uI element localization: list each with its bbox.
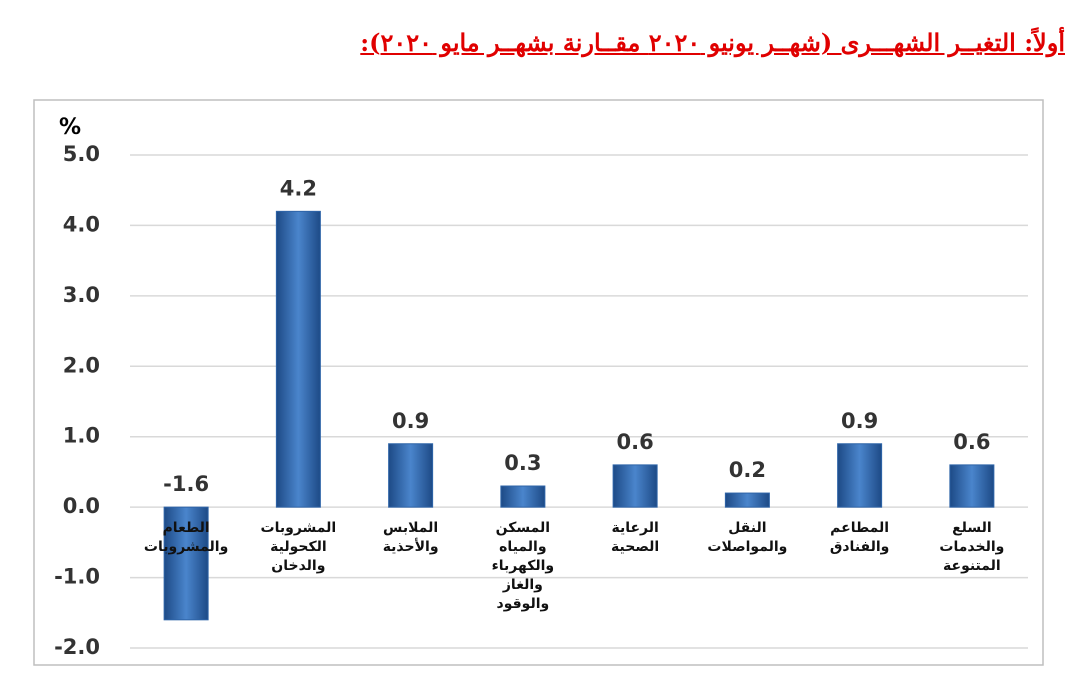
y-tick-label: 0.0 bbox=[63, 494, 100, 518]
value-label: -1.6 bbox=[163, 472, 209, 496]
x-tick-label: المشروبات الكحولية والدخان bbox=[260, 520, 337, 575]
value-label: 0.2 bbox=[729, 458, 766, 482]
bar bbox=[163, 506, 209, 621]
x-tick-label-box: الرعاية الصحية bbox=[611, 520, 660, 556]
x-tick-label-box: المسكن والمياه والكهرباء والغاز والوقود bbox=[491, 520, 555, 613]
y-axis-label: % bbox=[59, 115, 81, 140]
y-tick-label: 1.0 bbox=[63, 424, 100, 448]
x-tick-label: النقل والمواصلات bbox=[707, 520, 788, 556]
y-tick-label: 3.0 bbox=[63, 283, 100, 307]
x-tick-label: الرعاية الصحية bbox=[611, 520, 660, 556]
y-tick-label: 2.0 bbox=[63, 353, 100, 377]
bar bbox=[500, 485, 546, 508]
bar bbox=[724, 492, 770, 508]
bar bbox=[612, 464, 658, 508]
bar bbox=[388, 443, 434, 508]
x-tick-label-box: الملابس والأحذية bbox=[382, 520, 439, 556]
value-label: 0.9 bbox=[392, 409, 429, 433]
bar bbox=[275, 210, 321, 508]
y-tick-label: 5.0 bbox=[63, 142, 100, 166]
value-label: 0.6 bbox=[953, 430, 990, 454]
y-tick-label: 4.0 bbox=[63, 212, 100, 236]
x-tick-label-box: النقل والمواصلات bbox=[707, 520, 788, 556]
value-label: 0.3 bbox=[504, 451, 541, 475]
bar bbox=[949, 464, 995, 508]
x-tick-label: المطاعم والفنادق bbox=[829, 520, 890, 556]
chart-frame bbox=[33, 99, 1044, 666]
value-label: 0.9 bbox=[841, 409, 878, 433]
value-label: 0.6 bbox=[617, 430, 654, 454]
x-tick-label: المسكن والمياه والكهرباء والغاز والوقود bbox=[491, 520, 555, 613]
y-tick-label: -1.0 bbox=[54, 565, 100, 589]
page-title: أولاً: التغيــر الشهـــرى (شهــر يونيو ٢… bbox=[360, 28, 1065, 57]
x-tick-label-box: الطعام والمشروبات bbox=[143, 520, 229, 556]
x-tick-label: السلع والخدمات المتنوعة bbox=[939, 520, 1005, 575]
x-tick-label-box: المشروبات الكحولية والدخان bbox=[260, 520, 337, 575]
x-tick-label-box: السلع والخدمات المتنوعة bbox=[939, 520, 1005, 575]
y-tick-label: -2.0 bbox=[54, 635, 100, 659]
x-tick-label: الطعام والمشروبات bbox=[143, 520, 229, 556]
x-tick-label-box: المطاعم والفنادق bbox=[829, 520, 890, 556]
x-tick-label: الملابس والأحذية bbox=[382, 520, 439, 556]
bar bbox=[837, 443, 883, 508]
value-label: 4.2 bbox=[280, 176, 317, 200]
